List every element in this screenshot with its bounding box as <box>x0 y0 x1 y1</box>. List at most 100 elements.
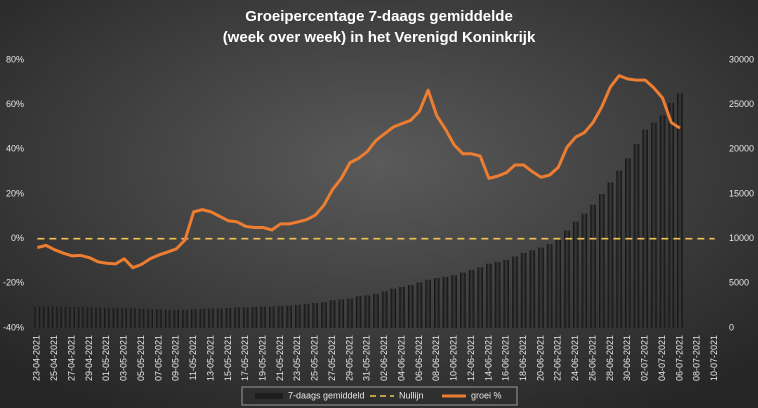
bar <box>416 282 423 328</box>
bar <box>43 306 49 328</box>
bar <box>347 298 353 328</box>
x-tick-label: 23-04-2021 <box>32 335 42 381</box>
bar <box>269 306 275 328</box>
y2-tick-label: 20000 <box>729 144 754 154</box>
x-tick-label: 12-06-2021 <box>466 335 476 381</box>
legend-label: Nullijn <box>399 390 424 400</box>
legend-swatch <box>255 393 283 399</box>
y-tick-label: -40% <box>3 322 24 332</box>
y2-tick-label: 10000 <box>729 233 754 243</box>
x-tick-label: 17-05-2021 <box>240 335 250 381</box>
bar <box>598 194 605 328</box>
y-tick-label: 0% <box>11 233 24 243</box>
bar <box>208 308 214 328</box>
bar <box>173 309 180 328</box>
x-tick-label: 23-05-2021 <box>292 335 302 381</box>
bar <box>147 309 154 328</box>
bar <box>555 240 562 328</box>
bar <box>520 252 527 328</box>
y2-tick-label: 5000 <box>729 278 749 288</box>
bar <box>494 261 501 328</box>
bar <box>651 122 657 329</box>
bar <box>616 170 622 328</box>
x-tick-label: 29-05-2021 <box>344 335 354 381</box>
bar <box>260 306 266 328</box>
x-tick-label: 01-05-2021 <box>101 335 111 381</box>
bar <box>86 307 93 328</box>
bar <box>390 288 397 328</box>
bar <box>590 204 596 328</box>
bar <box>434 277 440 328</box>
x-tick-label: 11-05-2021 <box>188 335 198 380</box>
legend-box <box>241 386 518 406</box>
x-tick-label: 10-06-2021 <box>449 335 459 381</box>
x-tick-label: 29-04-2021 <box>84 335 94 381</box>
bar <box>69 307 75 328</box>
bar <box>77 307 84 328</box>
bar <box>34 306 41 328</box>
bar <box>529 250 536 328</box>
bar <box>399 286 405 328</box>
x-tick-label: 27-05-2021 <box>327 335 337 381</box>
bar <box>486 263 492 328</box>
x-tick-label: 03-05-2021 <box>119 335 129 381</box>
x-tick-label: 02-07-2021 <box>640 335 650 381</box>
bar <box>468 269 475 328</box>
bar <box>225 307 232 328</box>
x-tick-label: 02-06-2021 <box>379 335 389 381</box>
bar <box>121 308 127 328</box>
bar <box>633 143 640 328</box>
bar <box>625 158 631 328</box>
bar <box>286 305 292 328</box>
x-tick-label: 08-07-2021 <box>692 335 702 381</box>
x-tick-label: 27-04-2021 <box>66 335 76 381</box>
bar <box>190 309 197 328</box>
x-tick-label: 10-07-2021 <box>709 335 719 381</box>
bar <box>338 299 345 328</box>
bar <box>659 115 666 329</box>
bar <box>277 306 284 328</box>
x-tick-label: 04-07-2021 <box>657 335 667 381</box>
bar <box>182 309 188 328</box>
x-tick-label: 30-06-2021 <box>622 335 632 381</box>
y-tick-label: 60% <box>6 99 24 109</box>
bar <box>538 247 544 328</box>
y2-tick-label: 0 <box>729 322 734 332</box>
bar <box>442 277 449 328</box>
x-tick-label: 05-05-2021 <box>136 335 146 381</box>
x-tick-label: 09-05-2021 <box>171 335 181 381</box>
bar <box>407 285 414 328</box>
chart-title: Groeipercentage 7-daags gemiddelde <box>245 8 513 25</box>
bar <box>364 295 371 328</box>
bar <box>503 260 510 328</box>
bar <box>477 267 483 328</box>
x-tick-label: 20-06-2021 <box>535 335 545 381</box>
bar <box>95 307 101 328</box>
x-tick-label: 16-06-2021 <box>501 335 511 381</box>
y-tick-label: 20% <box>6 188 24 198</box>
x-tick-label: 06-06-2021 <box>414 335 424 381</box>
bar <box>607 182 614 328</box>
chart-title: (week over week) in het Verenigd Koninkr… <box>223 29 536 46</box>
bar <box>373 294 379 328</box>
bar <box>138 308 145 328</box>
y2-tick-label: 25000 <box>729 99 754 109</box>
bar <box>355 296 362 328</box>
bar <box>295 304 301 328</box>
bar <box>581 213 588 328</box>
bar <box>451 275 457 328</box>
bar <box>104 307 110 328</box>
y-tick-label: -20% <box>3 278 24 288</box>
bar <box>156 309 162 328</box>
bar <box>216 308 223 328</box>
bar <box>460 272 466 328</box>
bar <box>130 308 136 328</box>
bar <box>251 307 258 328</box>
x-tick-label: 13-05-2021 <box>205 335 215 381</box>
x-tick-label: 14-06-2021 <box>483 335 493 381</box>
x-tick-label: 08-06-2021 <box>431 335 441 381</box>
x-tick-label: 24-06-2021 <box>570 335 580 381</box>
bar <box>564 230 570 328</box>
